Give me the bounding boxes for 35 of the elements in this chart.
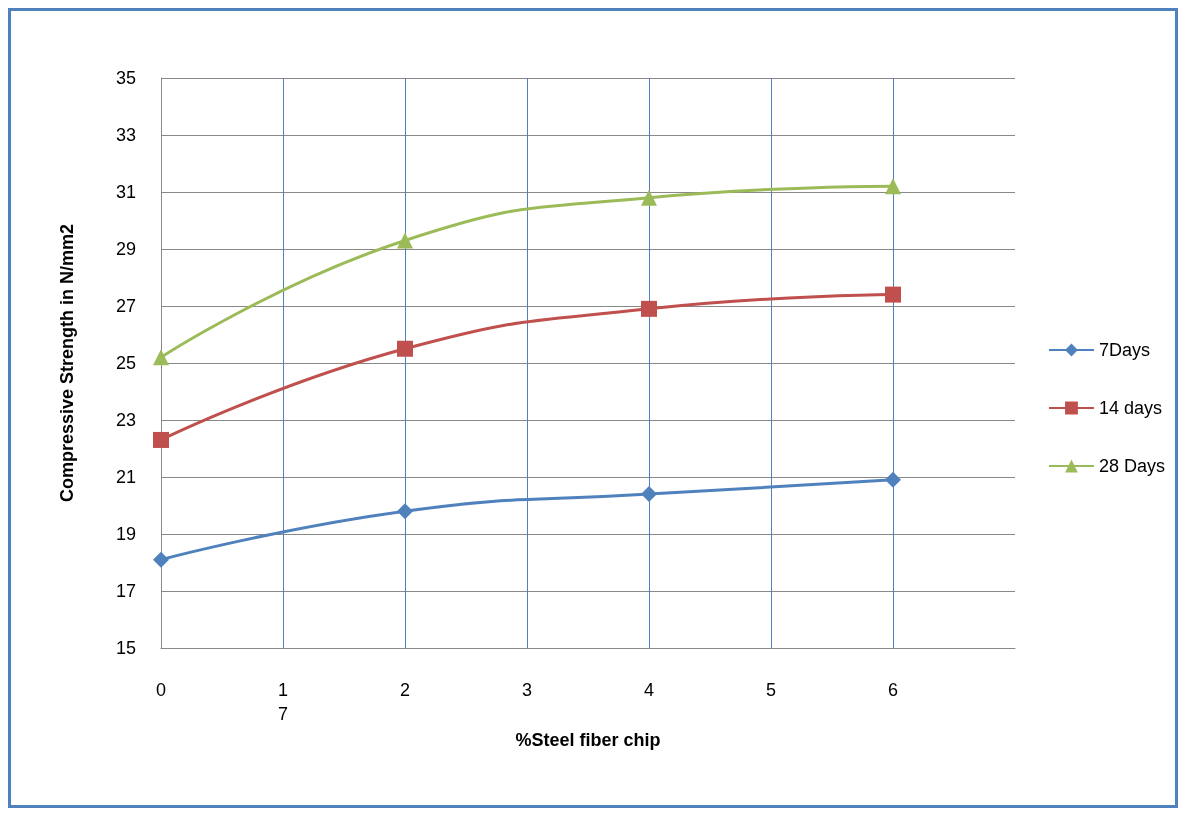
y-tick-label: 15 [115, 638, 136, 658]
point [397, 232, 413, 249]
x-tick-label: 0 [155, 680, 167, 700]
y-tick-label: 21 [115, 467, 136, 487]
point [153, 431, 169, 448]
point [885, 178, 901, 195]
x-tick-label: 4 [643, 680, 655, 700]
legend-label: 14 days [1098, 398, 1163, 418]
y-tick-label: 31 [115, 182, 136, 202]
x-tick-label: 5 [765, 680, 777, 700]
x-tick-label: 6 [887, 680, 899, 700]
y-tick-label: 23 [115, 410, 136, 430]
point [885, 286, 901, 303]
y-tick-label: 35 [115, 68, 136, 88]
x-tick-label: 1 7 [277, 680, 289, 724]
y-tick-label: 29 [115, 239, 136, 259]
point [397, 340, 413, 357]
point [153, 349, 169, 366]
y-axis-title: Compressive Strength in N/mm2 [57, 223, 77, 503]
x-tick-label: 2 [399, 680, 411, 700]
point [885, 471, 901, 488]
x-tick-label: 3 [521, 680, 533, 700]
y-tick-label: 17 [115, 581, 136, 601]
legend-label: 28 Days [1098, 456, 1166, 476]
point [641, 300, 657, 317]
x-axis-title: %Steel fiber chip [515, 729, 661, 750]
point [641, 486, 657, 503]
y-tick-label: 25 [115, 353, 136, 373]
point [153, 551, 169, 568]
y-tick-label: 33 [115, 125, 136, 145]
point [397, 503, 413, 520]
y-tick-label: 19 [115, 524, 136, 544]
legend-label: 7Days [1098, 340, 1150, 360]
point [641, 189, 657, 206]
y-tick-label: 27 [115, 296, 136, 316]
